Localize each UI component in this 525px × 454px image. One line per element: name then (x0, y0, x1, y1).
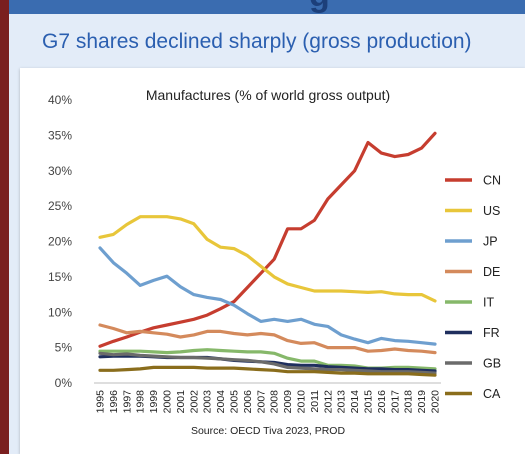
series-line-de (98, 323, 437, 355)
legend-label-cn: CN (483, 174, 501, 188)
y-tick-label: 10% (48, 305, 72, 319)
x-tick-label: 1997 (121, 390, 133, 414)
legend-label-us: US (483, 204, 500, 218)
series-line-us (98, 215, 437, 303)
y-tick-label: 15% (48, 270, 72, 284)
x-tick-label: 2020 (430, 390, 442, 414)
x-tick-label: 1998 (135, 390, 147, 414)
x-tick-label: 2015 (363, 390, 375, 414)
x-tick-label: 2017 (389, 390, 401, 414)
x-tick-label: 1996 (108, 390, 120, 414)
series-line-cn (98, 131, 437, 348)
y-tick-label: 0% (55, 376, 73, 390)
x-tick-label: 2003 (202, 390, 214, 414)
slide-title: G7 shares declined sharply (gross produc… (42, 30, 472, 53)
y-tick-label: 40% (48, 93, 72, 107)
x-tick-label: 2004 (215, 390, 227, 414)
y-tick-label: 20% (48, 235, 72, 249)
x-tick-label: 2001 (175, 390, 187, 414)
x-tick-label: 2006 (242, 390, 254, 414)
chart-title: Manufactures (% of world gross output) (146, 87, 390, 103)
legend-label-gb: GB (483, 357, 501, 371)
x-tick-label: 2005 (229, 390, 241, 414)
legend-label-it: IT (483, 296, 494, 310)
y-tick-label: 25% (48, 199, 72, 213)
legend-label-de: DE (483, 265, 500, 279)
y-tick-label: 35% (48, 128, 72, 142)
x-tick-label: 2008 (269, 390, 281, 414)
legend-label-fr: FR (483, 326, 500, 340)
x-tick-label: 2019 (416, 390, 428, 414)
y-tick-label: 5% (55, 341, 73, 355)
series-line-jp (98, 246, 437, 346)
chart-source: Source: OECD Tiva 2023, PROD (191, 425, 345, 437)
x-tick-label: 2007 (255, 390, 267, 414)
x-tick-label: 2013 (336, 390, 348, 414)
x-tick-label: 2018 (403, 390, 415, 414)
line-chart: 0%5%10%15%20%25%30%35%40%1995 1996 1997 199… (48, 87, 501, 437)
legend-label-jp: JP (483, 235, 498, 249)
chart-panel: 0% 5% 10% 15% 20% 25% 30% 35% 40% 1995 1996 1997 199… (20, 68, 525, 454)
x-tick-label: 2014 (349, 390, 361, 414)
legend-label-ca: CA (483, 387, 501, 401)
x-tick-label: 1999 (148, 390, 160, 414)
left-accent-strip (0, 0, 9, 454)
x-tick-label: 2011 (309, 390, 321, 413)
heading-fragment: g (309, 0, 330, 14)
series-line-gb (98, 351, 437, 375)
x-tick-label: 2016 (376, 390, 388, 414)
top-banner: g (9, 0, 525, 14)
chart-legend: CN US JP DE IT FR GB CA (445, 174, 501, 401)
x-tick-label: 1995 (95, 390, 107, 414)
x-tick-label: 2000 (162, 390, 174, 414)
series-line-ca (98, 365, 437, 377)
y-tick-label: 30% (48, 164, 72, 178)
chart-axes: 0%5%10%15%20%25%30%35%40%1995 1996 1997 199… (48, 93, 442, 413)
x-tick-label: 2010 (296, 390, 308, 414)
chart-series-lines (98, 131, 437, 377)
x-tick-label: 2009 (282, 390, 294, 414)
series-line-it (98, 348, 437, 371)
x-tick-label: 2002 (188, 390, 200, 414)
x-tick-label: 2012 (322, 390, 334, 414)
